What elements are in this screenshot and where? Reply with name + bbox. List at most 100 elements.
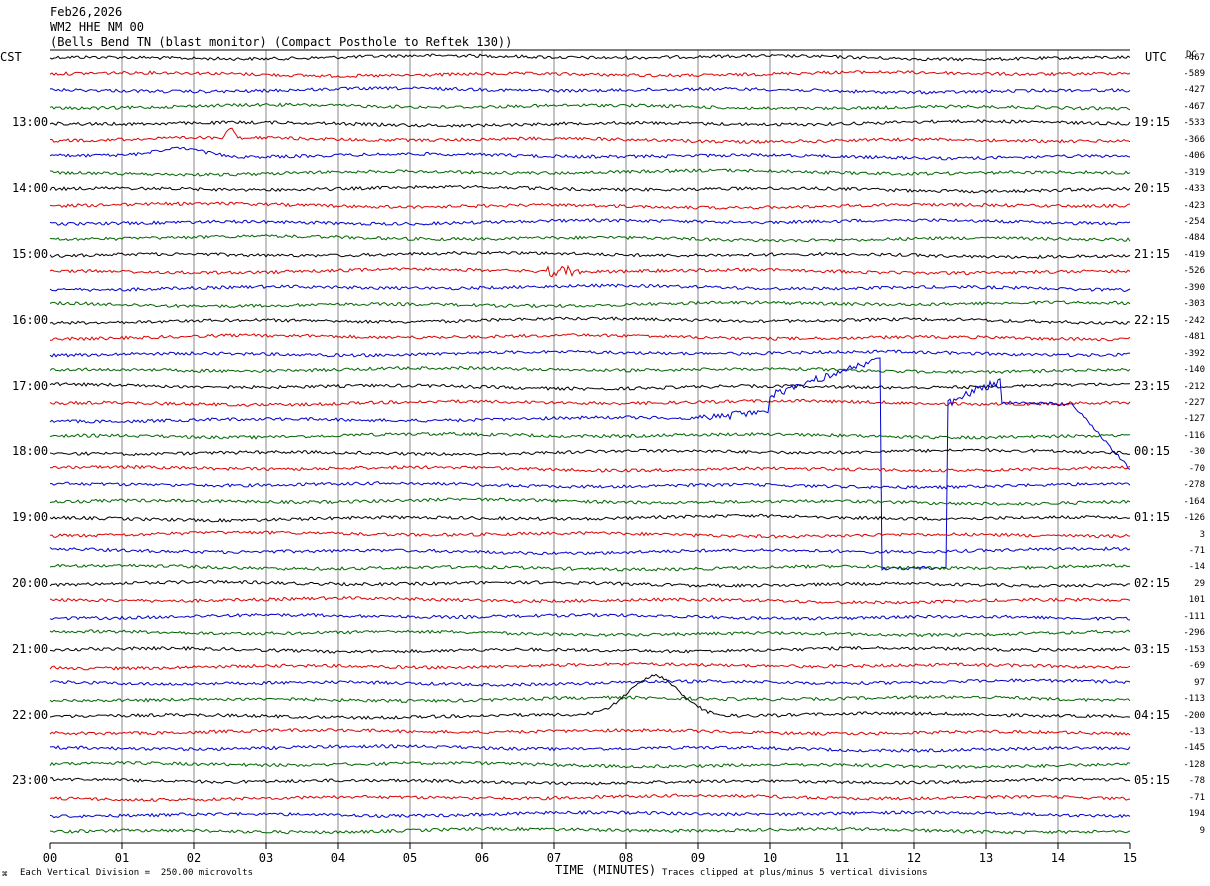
dc-offset-label: -14 bbox=[1188, 562, 1205, 573]
trace-line bbox=[49, 381, 1131, 391]
trace-line bbox=[49, 563, 1131, 572]
trace-line bbox=[49, 464, 1131, 473]
right-time-label: 01:15 bbox=[1134, 510, 1171, 525]
dc-offset-label: 101 bbox=[1188, 595, 1205, 606]
trace-line bbox=[49, 398, 1131, 407]
x-tick-label: 04 bbox=[331, 851, 345, 865]
x-tick-label: 02 bbox=[187, 851, 201, 865]
dc-offset-label: -589 bbox=[1183, 68, 1205, 79]
dc-offset-label: -145 bbox=[1183, 743, 1205, 754]
trace-line bbox=[49, 694, 1131, 704]
trace-line bbox=[49, 793, 1131, 802]
trace-line bbox=[49, 250, 1131, 260]
dc-offset-label: -200 bbox=[1183, 710, 1205, 721]
dc-offset-label: -113 bbox=[1183, 694, 1205, 705]
trace-line bbox=[50, 168, 1131, 177]
dc-offset-label: -70 bbox=[1188, 463, 1205, 474]
dc-offset-label: -13 bbox=[1188, 726, 1205, 737]
dc-offset-label: 29 bbox=[1194, 578, 1205, 589]
trace-line bbox=[49, 645, 1131, 654]
x-tick-label: 06 bbox=[475, 851, 489, 865]
dc-offset-label: 194 bbox=[1188, 809, 1205, 820]
dc-offset-label: -254 bbox=[1183, 217, 1205, 227]
dc-offset-label: -278 bbox=[1183, 480, 1205, 491]
clip-note: Traces clipped at plus/minus 5 vertical … bbox=[662, 868, 928, 878]
trace-line bbox=[49, 513, 1131, 523]
left-time-label: 19:00 bbox=[12, 510, 49, 525]
x-axis-title: TIME (MINUTES) bbox=[555, 863, 657, 877]
trace-line bbox=[49, 826, 1131, 835]
x-tick-label: 13 bbox=[979, 851, 993, 865]
dc-offset-label: -319 bbox=[1183, 167, 1205, 178]
dc-offset-label: -78 bbox=[1188, 776, 1205, 787]
dc-offset-label: -392 bbox=[1183, 348, 1205, 359]
dc-offset-label: -116 bbox=[1183, 430, 1205, 441]
scale-note: Each Vertical Division = 250.00 microvol… bbox=[20, 868, 253, 878]
right-time-label: 19:15 bbox=[1134, 115, 1171, 130]
trace-line bbox=[49, 448, 1131, 457]
dc-offset-label: -71 bbox=[1188, 792, 1205, 803]
x-tick-label: 14 bbox=[1051, 851, 1065, 865]
dc-offset-label: -481 bbox=[1183, 332, 1205, 343]
x-tick-label: 12 bbox=[907, 851, 921, 865]
x-tick-label: 08 bbox=[619, 851, 633, 865]
trace-line bbox=[49, 86, 1131, 95]
trace-line bbox=[49, 146, 1131, 161]
trace-line bbox=[49, 300, 1131, 309]
left-time-label: 16:00 bbox=[12, 312, 49, 327]
dc-offset-label: -427 bbox=[1183, 85, 1205, 96]
header-site: (Bells Bend TN (blast monitor) (Compact … bbox=[50, 35, 513, 49]
right-time-label: 02:15 bbox=[1134, 575, 1171, 590]
trace-line bbox=[49, 595, 1131, 605]
trace-line bbox=[49, 760, 1131, 770]
trace-line bbox=[49, 546, 1131, 556]
trace-line bbox=[49, 579, 1131, 588]
trace-line bbox=[49, 777, 1131, 786]
trace-line bbox=[49, 357, 1131, 571]
trace-line bbox=[49, 53, 1131, 62]
x-tick-label: 09 bbox=[691, 851, 705, 865]
dc-offset-label: -484 bbox=[1183, 233, 1205, 244]
trace-line bbox=[49, 316, 1131, 325]
x-tick-label: 05 bbox=[403, 851, 417, 865]
left-time-label: 17:00 bbox=[12, 378, 49, 393]
trace-line bbox=[49, 431, 1131, 440]
left-time-label: 15:00 bbox=[12, 246, 49, 261]
trace-line bbox=[49, 810, 1131, 819]
trace-line bbox=[49, 349, 1131, 358]
dc-offset-label: -127 bbox=[1183, 414, 1205, 425]
dc-offset-label: -526 bbox=[1183, 266, 1205, 277]
trace-line bbox=[49, 119, 1131, 128]
dc-offset-label: -140 bbox=[1183, 365, 1205, 376]
right-time-label: 22:15 bbox=[1134, 312, 1171, 327]
dc-offset-label: -406 bbox=[1183, 151, 1205, 162]
trace-line bbox=[49, 612, 1131, 621]
dc-offset-label: 9 bbox=[1199, 825, 1205, 836]
trace-line bbox=[49, 234, 1131, 243]
trace-line bbox=[49, 678, 1131, 687]
header-date: Feb26,2026 bbox=[50, 5, 123, 19]
trace-line bbox=[49, 481, 1131, 490]
dc-offset-label: -242 bbox=[1183, 315, 1205, 326]
right-time-label: 20:15 bbox=[1134, 181, 1171, 196]
x-tick-label: 00 bbox=[43, 851, 57, 865]
trace-line bbox=[50, 127, 1131, 144]
right-time-label: 23:15 bbox=[1134, 378, 1171, 393]
dc-offset-label: 3 bbox=[1199, 529, 1205, 540]
dc-offset-label: -227 bbox=[1183, 397, 1205, 408]
right-time-label: 21:15 bbox=[1134, 246, 1171, 261]
trace-line bbox=[49, 728, 1131, 737]
seismic-traces bbox=[49, 53, 1131, 835]
trace-line bbox=[49, 264, 1131, 278]
right-time-label: 04:15 bbox=[1134, 707, 1171, 722]
x-tick-label: 10 bbox=[763, 851, 777, 865]
dc-offset-label: -71 bbox=[1188, 546, 1205, 556]
trace-line bbox=[50, 333, 1131, 342]
right-timezone-label: UTC bbox=[1145, 50, 1167, 64]
left-time-label: 23:00 bbox=[12, 773, 49, 788]
x-tick-group: 00 01 02 03 04 05 06 07 08 09 10 11 12 13 14 15 bbox=[43, 843, 1137, 865]
left-time-label: 14:00 bbox=[12, 181, 49, 196]
trace-line bbox=[49, 744, 1131, 753]
trace-line bbox=[49, 629, 1131, 638]
